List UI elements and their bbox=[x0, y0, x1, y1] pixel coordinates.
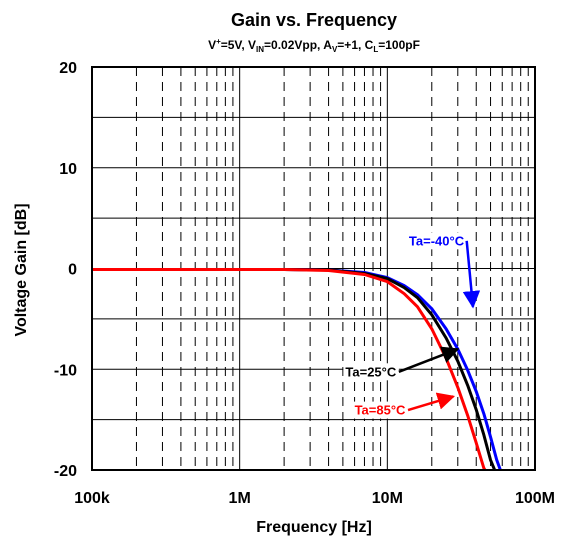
chart-series bbox=[92, 268, 502, 470]
series-group bbox=[92, 268, 502, 470]
subtitle-a-v-value: =+1, bbox=[337, 38, 364, 52]
annotation-bg-1 bbox=[406, 232, 467, 250]
series-line-2 bbox=[92, 268, 497, 470]
series-line-1 bbox=[92, 268, 502, 470]
y-tick-label: -20 bbox=[54, 463, 77, 480]
annotation-arrow-2 bbox=[398, 346, 460, 373]
y-axis-label: Voltage Gain [dB] bbox=[13, 203, 30, 336]
annotation-label-3: Ta=85°C bbox=[355, 403, 406, 418]
x-tick-label: 100k bbox=[74, 490, 110, 507]
annotation-label-2: Ta=25°C bbox=[345, 364, 396, 379]
subtitle-v-in-value: =0.02Vpp, bbox=[264, 38, 323, 52]
subtitle-v-in-sub: IN bbox=[256, 45, 264, 54]
plot-frame bbox=[91, 66, 536, 471]
chart-title: Gain vs. Frequency bbox=[231, 10, 397, 30]
y-tick-label: 10 bbox=[59, 161, 77, 178]
series-line-3 bbox=[92, 268, 487, 470]
subtitle-c-l-sub: L bbox=[373, 45, 378, 54]
x-tick-label: 1M bbox=[229, 490, 251, 507]
x-axis-label: Frequency [Hz] bbox=[256, 519, 372, 536]
x-tick-label: 10M bbox=[372, 490, 403, 507]
subtitle-a-v: A bbox=[323, 38, 332, 52]
y-tick-label: -10 bbox=[54, 362, 77, 379]
subtitle-c-l-value: =100pF bbox=[378, 38, 420, 52]
annotation-bg-2 bbox=[343, 363, 399, 381]
annotation-bg-3 bbox=[352, 401, 409, 419]
annotation-label-1: Ta=-40°C bbox=[409, 233, 465, 248]
chart-annotations: Ta=-40°C Ta=25°C Ta=85°C bbox=[343, 232, 481, 419]
chart-subtitle: V+=5V, VIN=0.02Vpp, AV=+1, CL=100pF bbox=[208, 37, 420, 54]
y-tick-label: 0 bbox=[68, 262, 77, 279]
subtitle-v-plus-value: =5V, bbox=[221, 38, 248, 52]
annotation-arrow-3 bbox=[407, 392, 456, 412]
subtitle-a-v-sub: V bbox=[332, 45, 338, 54]
subtitle-c-l: C bbox=[365, 38, 374, 52]
subtitle-v-plus: V bbox=[208, 38, 216, 52]
y-tick-label: 20 bbox=[59, 60, 77, 77]
subtitle-v-plus-sup: + bbox=[216, 37, 221, 46]
subtitle-v-in: V bbox=[248, 38, 256, 52]
x-tick-label: 100M bbox=[515, 490, 555, 507]
tick-labels: 100k 1M 10M 100M 20 10 0 -10 -20 bbox=[54, 60, 555, 507]
annotation-arrow-1 bbox=[462, 240, 481, 309]
